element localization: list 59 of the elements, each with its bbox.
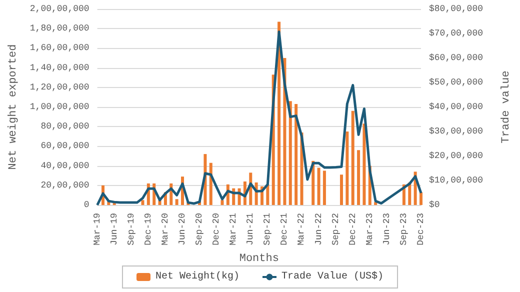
bar — [357, 150, 360, 205]
y2-axis-title: Trade value — [500, 70, 512, 144]
x-tick-label: Dec-23 — [416, 213, 426, 246]
y2-tick-label: $20,00,000 — [429, 151, 484, 161]
bar — [340, 174, 343, 205]
y-tick-label: 60,00,000 — [40, 141, 90, 152]
bar — [175, 199, 178, 205]
x-tick-label: Jun-19 — [109, 213, 120, 246]
x-tick-label: Dec-22 — [348, 213, 358, 246]
y2-tick-label: $70,00,000 — [429, 28, 484, 38]
y-tick-label: 1,80,00,000 — [30, 24, 90, 34]
x-tick-label: Mar-21 — [228, 213, 239, 246]
bar — [141, 200, 144, 205]
x-tick-label: Sep-23 — [398, 213, 409, 246]
x-tick-label: Sep-22 — [330, 213, 341, 246]
x-tick-label: Sep-19 — [126, 213, 136, 246]
y-tick-label: 80,00,000 — [40, 122, 90, 132]
legend-label: Trade Value (US$) — [282, 270, 384, 282]
x-axis-title: Months — [239, 252, 279, 265]
bar — [288, 101, 292, 205]
bar — [322, 170, 326, 205]
y2-tick-label: $10,00,000 — [429, 176, 484, 186]
legend-label: Net Weight(kg) — [155, 270, 240, 282]
x-tick-label: Mar-23 — [364, 213, 375, 246]
y2-tick-label: $50,00,000 — [429, 78, 484, 88]
y-tick-label: 40,00,000 — [40, 160, 90, 171]
x-tick-label: Dec-19 — [143, 213, 154, 246]
y-tick-label: 0 — [84, 200, 90, 210]
x-tick-label: Mar-19 — [92, 213, 102, 246]
x-tick-label: Jun-22 — [314, 213, 324, 246]
x-tick-label: Dec-20 — [212, 213, 222, 246]
y-tick-label: 1,40,00,000 — [30, 62, 90, 73]
x-tick-label: Mar-22 — [296, 213, 307, 246]
y-tick-label: 20,00,000 — [40, 180, 90, 190]
bar — [362, 124, 366, 205]
y2-tick-label: $0 — [429, 200, 440, 210]
y-tick-label: 1,60,00,000 — [30, 43, 90, 54]
y-tick-label: 1,00,00,000 — [30, 102, 90, 112]
bar — [346, 132, 349, 205]
y-tick-label: 2,00,00,000 — [30, 4, 90, 14]
x-tick-label: Dec-21 — [280, 213, 290, 246]
bar — [317, 168, 320, 205]
y2-tick-label: $80,00,000 — [429, 4, 484, 14]
bar — [220, 200, 224, 205]
y-tick-label: 1,20,00,000 — [30, 82, 90, 92]
y2-tick-label: $40,00,000 — [429, 102, 484, 112]
bar — [351, 110, 354, 205]
bar — [294, 104, 298, 205]
x-tick-label: Jun-21 — [246, 213, 256, 246]
x-tick-label: Jun-23 — [382, 213, 392, 246]
x-tick-label: Mar-20 — [160, 213, 170, 246]
x-tick-label: Sep-21 — [262, 213, 273, 246]
y-axis-title: Net weight exported — [8, 44, 20, 170]
y2-tick-label: $60,00,000 — [429, 53, 484, 63]
x-tick-label: Sep-20 — [194, 213, 205, 246]
line-series — [96, 30, 422, 206]
y2-tick-label: $30,00,000 — [429, 126, 484, 136]
x-tick-label: Jun-20 — [177, 213, 188, 246]
bar — [420, 192, 422, 205]
